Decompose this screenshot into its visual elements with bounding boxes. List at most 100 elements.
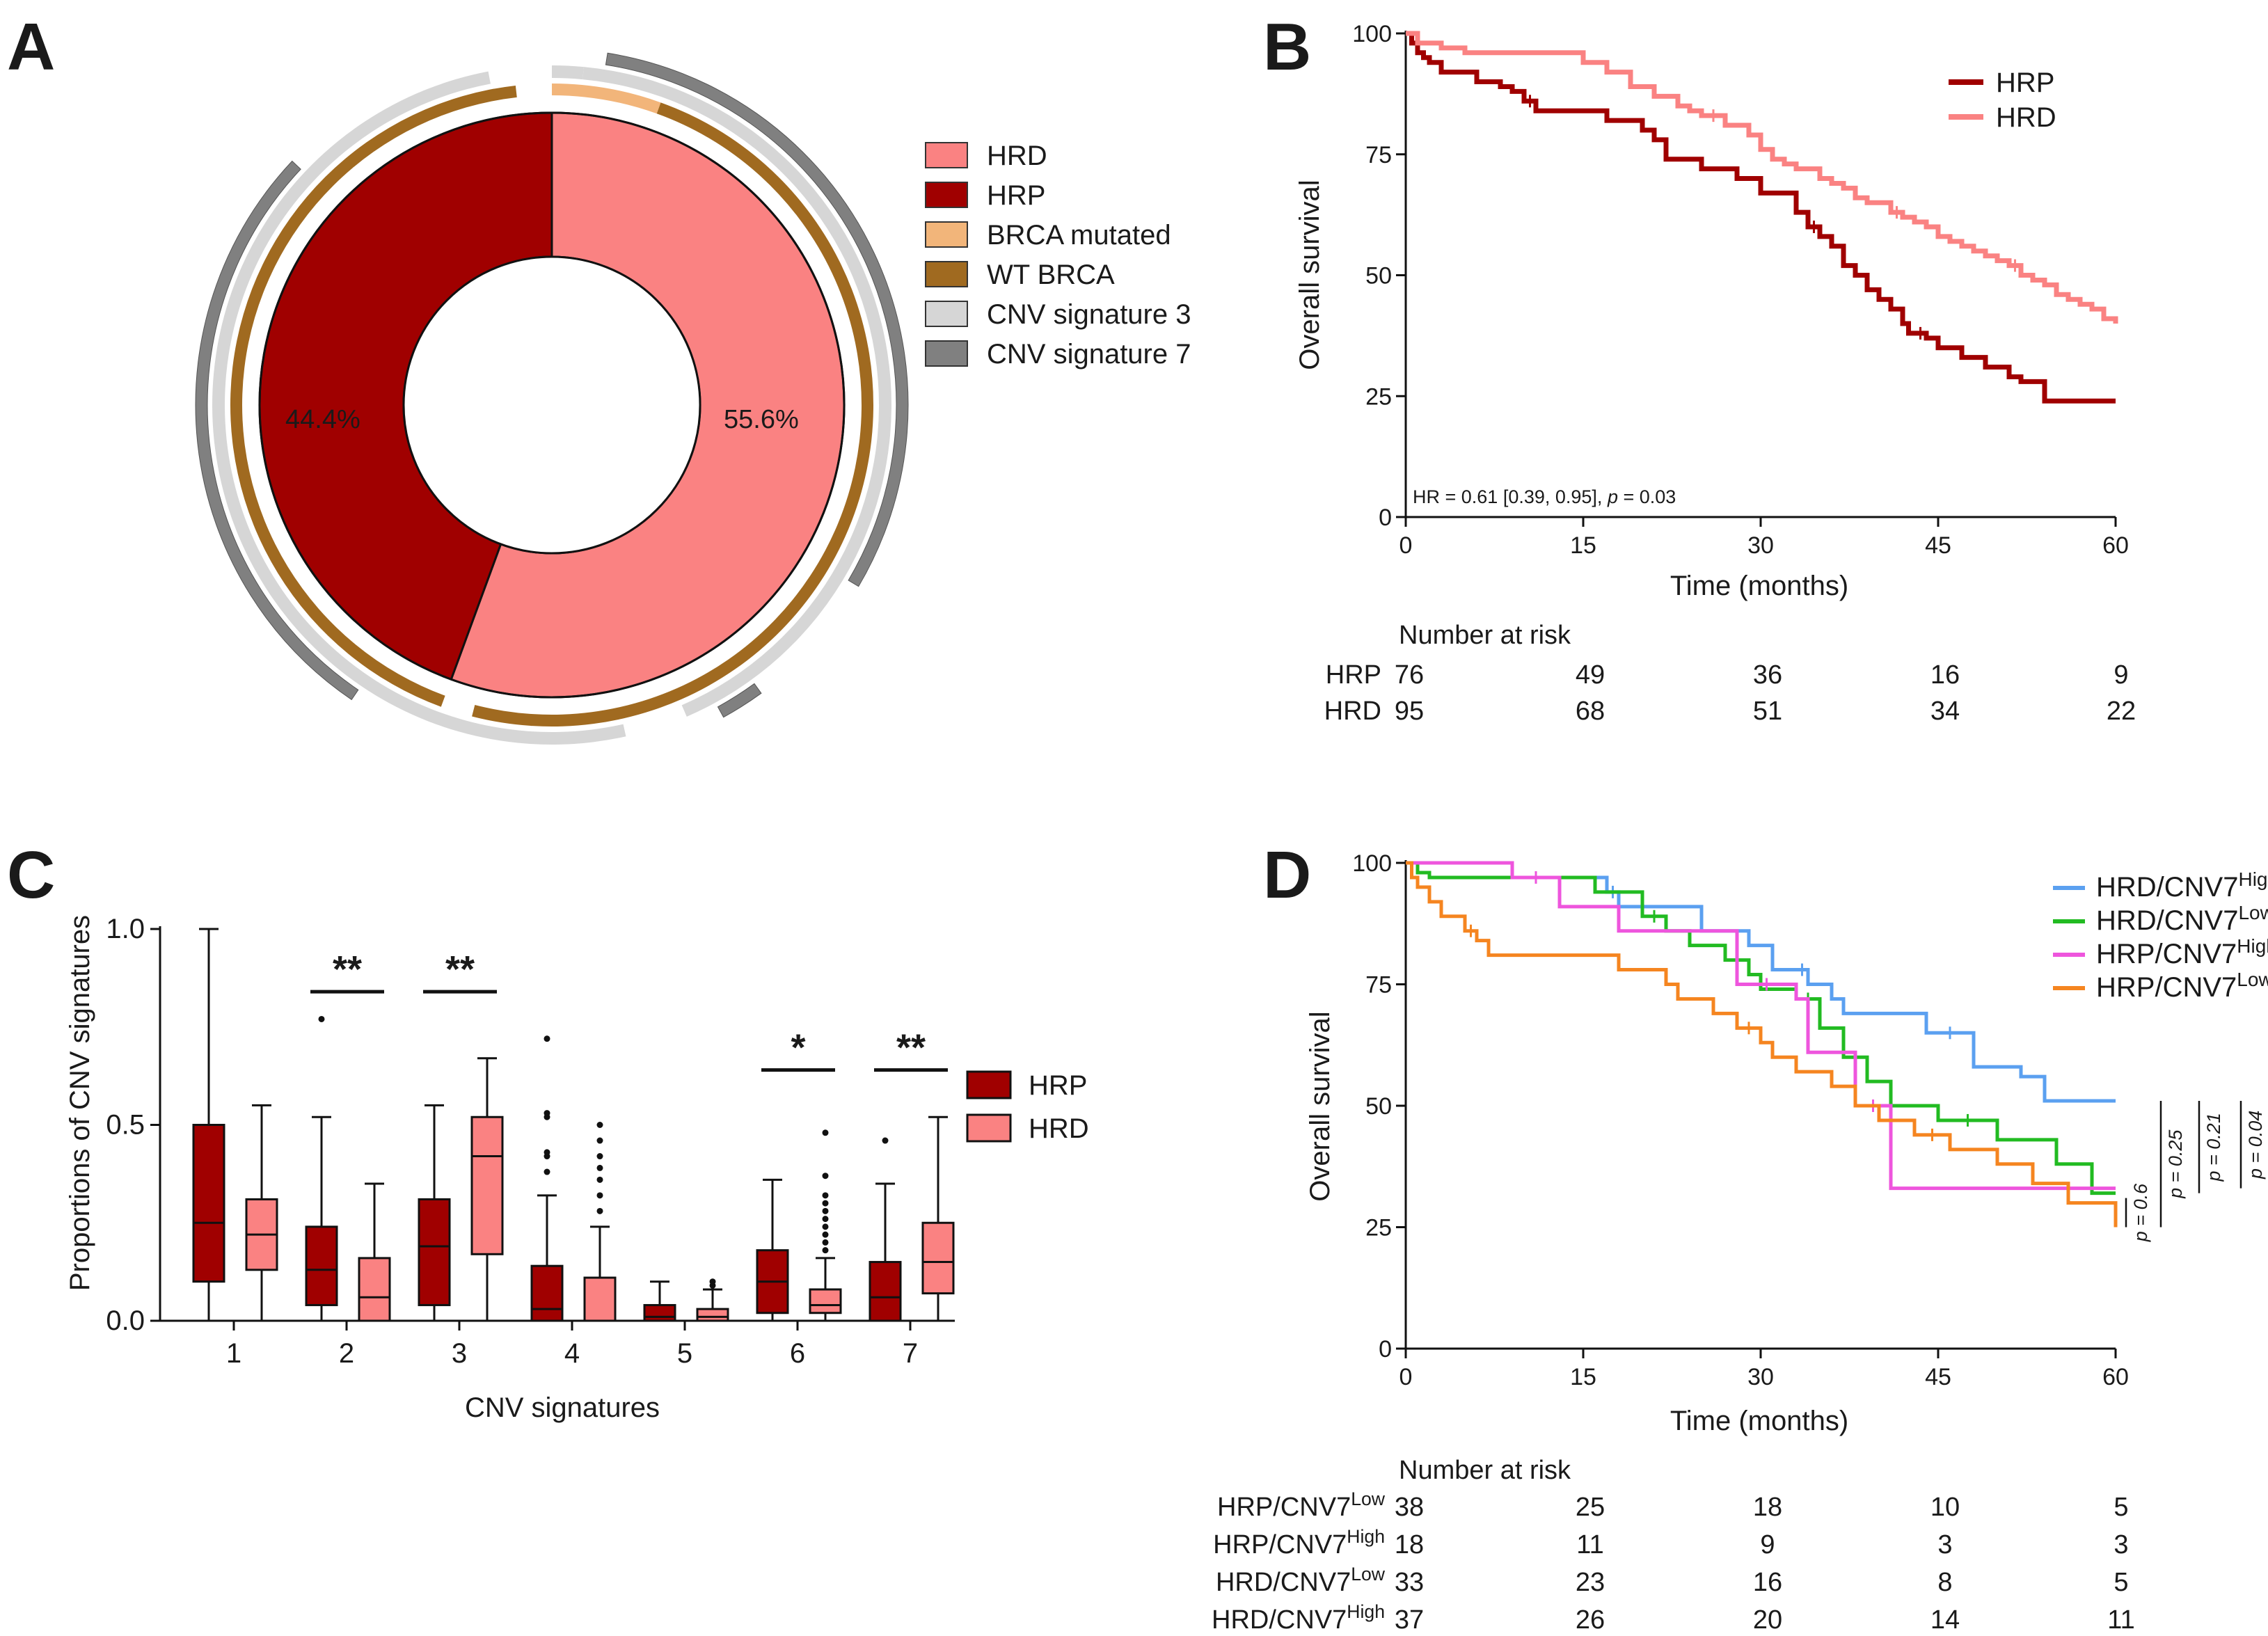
panel-c-box-hrd-4-outlier-4 xyxy=(596,1153,603,1160)
panel-c-xtick-label-4: 4 xyxy=(564,1338,580,1369)
panel-b-risk-hrp-0: 76 xyxy=(1395,660,1424,690)
panel-b-survival-chart: 0 25 50 75 100 0 15 30 45 60 Time (months) Overal… xyxy=(1294,21,2136,726)
panel-b-risk-hrd-3: 34 xyxy=(1930,697,1960,726)
panel-d-risk-hrd-cnv7-high-label-main: HRD/CNV7 xyxy=(1212,1605,1347,1635)
panel-c-xtick-label-7: 7 xyxy=(903,1338,918,1369)
panel-d-risk-hrp-cnv7-high-label-sup: High xyxy=(1347,1526,1385,1547)
panel-b-risk-label-hrp: HRP xyxy=(1326,660,1381,690)
hr-p-value: = 0.03 xyxy=(1618,486,1676,507)
hr-p-italic: p xyxy=(1607,486,1618,507)
panel-d-xtick-label-15: 15 xyxy=(1570,1364,1596,1390)
panel-c-box-hrd-4-outlier-0 xyxy=(596,1207,603,1214)
panel-d-risk-hrp-cnv7-low-label: HRP/CNV7Low xyxy=(1217,1488,1386,1522)
hrp-percentage-label: 44.4% xyxy=(285,405,360,434)
panel-d-risk-hrd-cnv7-low-4: 5 xyxy=(2114,1568,2128,1597)
panel-d-ytick-label-100: 100 xyxy=(1352,850,1392,877)
panel-b-xtick-label-15: 15 xyxy=(1570,532,1596,559)
panel-b-ytick-label-75: 75 xyxy=(1365,142,1392,168)
panel-b-legend: HRP HRD xyxy=(1949,67,2056,133)
panel-d-ytick-label-25: 25 xyxy=(1365,1215,1392,1241)
panel-d-legend-hrd-cnv7-low-label: HRD/CNV7Low xyxy=(2096,902,2268,937)
panel-d-risk-hrd-cnv7-low-label: HRD/CNV7Low xyxy=(1216,1564,1386,1597)
panel-letter-b: B xyxy=(1263,10,1311,84)
panel-c-box-hrp-4-outlier-4 xyxy=(544,1110,550,1117)
panel-c-xtick-label-5: 5 xyxy=(677,1338,692,1369)
panel-d-legend-hrd-cnv7-high-label-sup: High xyxy=(2238,868,2268,890)
panel-c-ylabel: Proportions of CNV signatures xyxy=(65,915,95,1291)
panel-d-risk-hrd-cnv7-high-3: 14 xyxy=(1930,1605,1960,1635)
panel-b-xlabel: Time (months) xyxy=(1670,571,1848,601)
panel-c-sig-stars-3: ** xyxy=(445,948,475,990)
panel-b-risk-hrp-1: 49 xyxy=(1576,660,1605,690)
panel-d-risk-hrp-cnv7-low-4: 5 xyxy=(2114,1493,2128,1522)
legend-swatch-cnv-signature-3 xyxy=(925,301,968,327)
panel-c-box-hrd-6-outlier-9 xyxy=(822,1129,829,1136)
legend-label-cnv-signature-3: CNV signature 3 xyxy=(987,299,1191,330)
cnv7-arc-1 xyxy=(717,683,762,718)
panel-c-legend-label-hrp: HRP xyxy=(1029,1070,1087,1101)
panel-c-ytick-label-1.0: 1.0 xyxy=(106,914,145,944)
hr-text: HR = 0.61 [0.39, 0.95], xyxy=(1413,486,1608,507)
donut-outer-border xyxy=(258,111,846,699)
panel-d-legend-hrp-cnv7-high-label-sup: High xyxy=(2237,935,2268,957)
panel-b-legend-label-hrp: HRP xyxy=(1996,67,2054,98)
panel-d-risk-hrp-cnv7-low-label-main: HRP/CNV7 xyxy=(1217,1493,1351,1522)
panel-c-xlabel: CNV signatures xyxy=(465,1392,660,1423)
panel-d-survival-chart: 0 25 50 75 100 0 15 30 45 60 Time (months) Overal… xyxy=(1212,850,2268,1635)
legend-label-cnv-signature-7: CNV signature 7 xyxy=(987,339,1191,370)
panel-c-legend: HRP HRD xyxy=(966,1070,1089,1144)
panel-d-risk-hrd-cnv7-high-4: 11 xyxy=(2107,1605,2134,1635)
panel-letter-d: D xyxy=(1263,838,1311,912)
panel-d-risk-hrp-cnv7-high-0: 18 xyxy=(1395,1530,1424,1559)
legend-label-hrp: HRP xyxy=(987,180,1045,211)
panel-c-box-hrd-6-outlier-6 xyxy=(822,1200,829,1207)
panel-c-box-hrp-4-iqr xyxy=(530,1264,564,1322)
panel-b-ytick-label-50: 50 xyxy=(1365,263,1392,289)
panel-c-box-hrd-6-outlier-7 xyxy=(822,1192,829,1199)
panel-b-legend-label-hrd: HRD xyxy=(1996,102,2056,133)
panel-d-legend-hrp-cnv7-high-label-main: HRP/CNV7 xyxy=(2096,939,2237,969)
panel-c-box-hrp-4-outlier-0 xyxy=(544,1168,550,1175)
panel-b-risk-hrd-1: 68 xyxy=(1576,697,1605,726)
legend-label-brca-mutated: BRCA mutated xyxy=(987,220,1171,251)
panel-c-sig-stars-6: * xyxy=(791,1027,805,1069)
panel-d-ytick-label-75: 75 xyxy=(1365,972,1392,999)
panel-letter-c: C xyxy=(7,838,55,912)
panel-c-box-hrp-4-outlier-5 xyxy=(544,1035,550,1042)
panel-d-legend-hrd-cnv7-high-label: HRD/CNV7High xyxy=(2096,868,2268,903)
panel-a-donut-chart: 44.4% 55.6% HRD HRP BRCA mutated WT BRCA CNV… xyxy=(195,52,1191,745)
cnv7-arc-2 xyxy=(195,160,359,701)
panel-d-risk-hrp-cnv7-low-label-sup: Low xyxy=(1351,1488,1386,1509)
panel-b-risk-table: HRP 76 49 36 16 9 HRD 95 68 51 34 22 xyxy=(1324,660,2136,726)
panel-d-risk-hrp-cnv7-high-4: 3 xyxy=(2114,1530,2128,1559)
panel-d-risk-hrd-cnv7-low-1: 23 xyxy=(1576,1568,1605,1597)
panel-c-xtick-label-1: 1 xyxy=(226,1338,241,1369)
panel-d-xtick-label-0: 0 xyxy=(1399,1364,1413,1390)
panel-d-pvalue-brackets: p = 0.6 p = 0.25 p = 0.21 p = 0.04 xyxy=(2125,1101,2266,1242)
panel-d-risk-hrp-cnv7-high-3: 3 xyxy=(1937,1530,1952,1559)
panel-d-risk-hrp-cnv7-low-0: 38 xyxy=(1395,1493,1424,1522)
panel-c-box-hrd-6-outlier-4 xyxy=(822,1216,829,1223)
panel-b-risk-label-hrd: HRD xyxy=(1324,697,1381,726)
panel-b-hr-annotation: HR = 0.61 [0.39, 0.95], p = 0.03 xyxy=(1413,486,1676,507)
panel-c-box-hrd-4-outlier-3 xyxy=(596,1164,603,1171)
panel-d-xlabel: Time (months) xyxy=(1670,1406,1848,1436)
panel-c-box-hrp-4-outlier-2 xyxy=(544,1149,550,1156)
panel-c-ytick-label-0.0: 0.0 xyxy=(106,1305,145,1336)
panel-b-curve-hrd xyxy=(1406,31,2118,324)
cnv7-arc-0 xyxy=(605,52,909,587)
panel-c-xtick-label-2: 2 xyxy=(339,1338,354,1369)
panel-d-risk-hrd-cnv7-high-2: 20 xyxy=(1753,1605,1782,1635)
panel-d-legend-hrp-cnv7-high-label: HRP/CNV7High xyxy=(2096,935,2268,970)
panel-c-boxplot: 0.00.51.01 2 3 4 5 6 7 ** *** ** CNV signatures … xyxy=(65,914,1089,1423)
panel-a-legend: HRD HRP BRCA mutated WT BRCA CNV signature 3… xyxy=(925,141,1191,370)
panel-d-xtick-label-30: 30 xyxy=(1747,1364,1774,1390)
panel-letter-a: A xyxy=(7,10,55,84)
panel-d-risk-hrp-cnv7-high-2: 9 xyxy=(1760,1530,1775,1559)
panel-b-risk-hrp-2: 36 xyxy=(1753,660,1782,690)
panel-c-box-hrd-6-outlier-8 xyxy=(822,1173,829,1180)
panel-c-ytick-label-0.5: 0.5 xyxy=(106,1110,145,1141)
panel-c-box-hrd-6-outlier-3 xyxy=(822,1223,829,1230)
